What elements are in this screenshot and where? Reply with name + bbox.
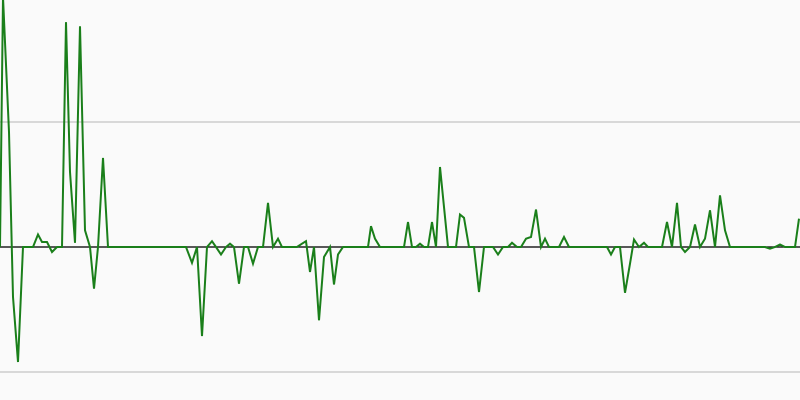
series-line-0 bbox=[0, 0, 800, 363]
grid-layer bbox=[0, 121, 800, 373]
series-layer bbox=[0, 0, 800, 363]
